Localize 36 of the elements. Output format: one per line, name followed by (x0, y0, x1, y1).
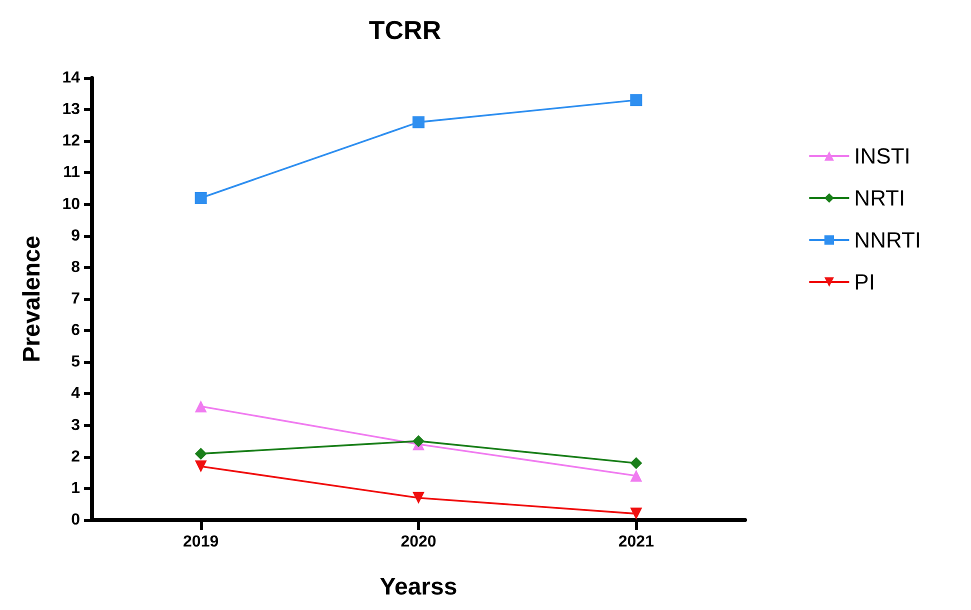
chart-title: TCRR (368, 15, 442, 45)
point (194, 192, 207, 204)
point (194, 460, 207, 472)
y-tick-label: 12 (62, 132, 80, 150)
y-tick-label: 14 (62, 70, 80, 86)
point (630, 508, 642, 520)
y-tick-label: 6 (71, 322, 80, 340)
x-tick-label: 2020 (400, 534, 436, 550)
y-tick-label: 2 (71, 448, 80, 466)
legend-label: PI (854, 270, 875, 294)
legend-label: NNRTI (854, 228, 922, 252)
x-tick-label: 2021 (618, 534, 654, 550)
y-axis-title: Prevalence (18, 236, 46, 362)
y-tick-label: 0 (71, 512, 80, 528)
point (194, 448, 207, 460)
y-tick-label: 11 (63, 164, 80, 182)
x-tick-label: 2019 (183, 534, 219, 550)
point (630, 470, 642, 482)
y-tick-label: 10 (62, 196, 80, 213)
y-tick-label: 13 (62, 101, 80, 118)
point (630, 457, 642, 470)
point (194, 400, 207, 412)
x-axis-title: Yearss (380, 574, 458, 600)
y-tick-label: 8 (71, 258, 80, 276)
point (412, 435, 424, 448)
legend-label: NRTI (854, 186, 906, 210)
y-tick-label: 4 (71, 385, 80, 402)
y-tick-label: 3 (71, 416, 80, 434)
point (412, 492, 424, 504)
y-tick-label: 5 (71, 354, 80, 371)
legend-label: INSTI (854, 144, 910, 168)
point (630, 94, 642, 106)
y-tick-label: 1 (71, 480, 80, 497)
y-tick-label: 7 (71, 290, 80, 308)
point (412, 116, 424, 128)
y-tick-label: 9 (71, 227, 80, 244)
